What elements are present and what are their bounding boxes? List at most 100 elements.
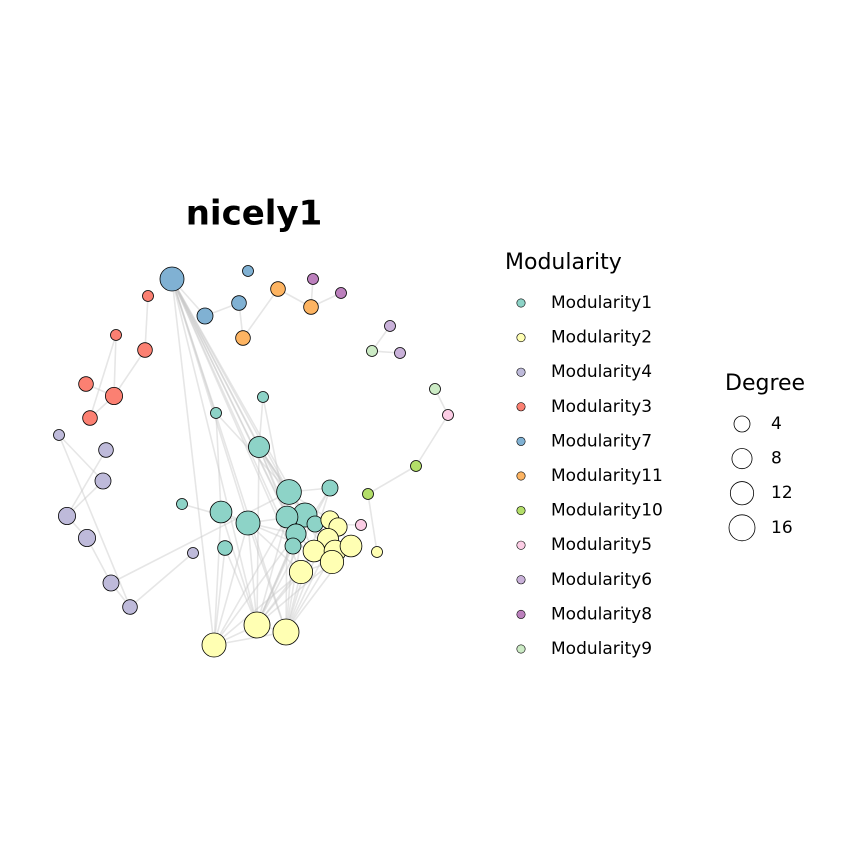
- edge: [171, 278, 258, 626]
- size-legend-label: 16: [771, 518, 793, 538]
- size-legend-key: [733, 415, 751, 433]
- edge: [171, 278, 215, 646]
- edge: [213, 547, 226, 646]
- legend-label: Modularity2: [551, 328, 652, 348]
- node: [53, 429, 65, 441]
- node: [78, 376, 94, 392]
- node: [235, 330, 251, 346]
- legend-label: Modularity1: [551, 293, 652, 313]
- edge: [220, 511, 258, 626]
- edge: [171, 278, 249, 524]
- edge: [171, 278, 294, 547]
- node: [242, 265, 254, 277]
- legend-label: Modularity9: [551, 639, 652, 659]
- edge: [113, 334, 117, 397]
- edge: [213, 516, 288, 646]
- node: [410, 460, 422, 472]
- edge: [213, 571, 302, 646]
- edge: [256, 487, 331, 626]
- edge: [66, 449, 107, 517]
- legend-key: [516, 644, 526, 654]
- plot-title: nicely1: [186, 194, 323, 234]
- node: [394, 347, 406, 359]
- legend-key: [516, 575, 526, 585]
- edge: [171, 278, 290, 493]
- node: [307, 273, 319, 285]
- node: [231, 295, 247, 311]
- node: [201, 632, 227, 658]
- edge: [171, 278, 306, 516]
- node: [217, 540, 233, 556]
- node: [58, 507, 76, 525]
- node: [210, 407, 222, 419]
- edge: [213, 511, 222, 646]
- size-legend-label: 12: [771, 483, 793, 503]
- edge: [213, 533, 297, 646]
- edge: [367, 493, 378, 553]
- edge: [256, 446, 260, 626]
- legend-label: Modularity5: [551, 535, 652, 555]
- edge: [215, 412, 222, 513]
- edge: [171, 278, 260, 448]
- edge: [213, 522, 249, 646]
- edge: [113, 349, 146, 397]
- node: [196, 307, 214, 325]
- edge: [171, 278, 287, 633]
- node: [98, 442, 114, 458]
- node: [284, 537, 302, 555]
- legend-key: [516, 471, 526, 481]
- edge: [171, 278, 288, 518]
- legend-key: [516, 540, 526, 550]
- node: [321, 479, 339, 497]
- node: [243, 611, 271, 639]
- node: [248, 436, 270, 458]
- node: [176, 498, 188, 510]
- node: [275, 505, 299, 529]
- edge: [224, 547, 258, 626]
- node: [159, 266, 185, 292]
- size-legend-key: [731, 448, 753, 470]
- node: [303, 299, 319, 315]
- edge: [367, 465, 417, 495]
- node: [366, 345, 378, 357]
- node: [209, 500, 233, 524]
- edge: [110, 491, 290, 584]
- node: [272, 618, 300, 646]
- legend-key: [516, 506, 526, 516]
- legend-label: Modularity10: [551, 501, 663, 521]
- legend-label: Modularity7: [551, 431, 652, 451]
- edge: [242, 288, 279, 339]
- edge: [58, 434, 104, 482]
- node: [442, 409, 454, 421]
- size-legend-label: 4: [771, 414, 782, 434]
- node: [335, 287, 347, 299]
- nodes: [53, 265, 454, 658]
- node: [319, 549, 345, 575]
- node: [355, 519, 367, 531]
- edge: [171, 278, 297, 535]
- legend: Modularity1 Modularity2 Modularity4 Modular…: [516, 293, 793, 659]
- node: [339, 534, 363, 558]
- legend-key: [516, 609, 526, 619]
- edge: [258, 446, 288, 518]
- node: [429, 383, 441, 395]
- size-legend-title: Degree: [725, 371, 805, 396]
- node: [78, 529, 96, 547]
- edge: [89, 334, 117, 419]
- legend-key: [516, 367, 526, 377]
- edge: [285, 545, 294, 633]
- node: [137, 342, 153, 358]
- edge: [258, 446, 306, 516]
- edge: [171, 278, 217, 414]
- node: [187, 547, 199, 559]
- size-legend-key: [729, 481, 755, 506]
- legend-label: Modularity6: [551, 570, 652, 590]
- node: [362, 488, 374, 500]
- edge: [256, 545, 294, 626]
- legend-label: Modularity4: [551, 362, 652, 382]
- node: [270, 281, 286, 297]
- legend-key: [516, 333, 526, 343]
- legend-key: [516, 298, 526, 308]
